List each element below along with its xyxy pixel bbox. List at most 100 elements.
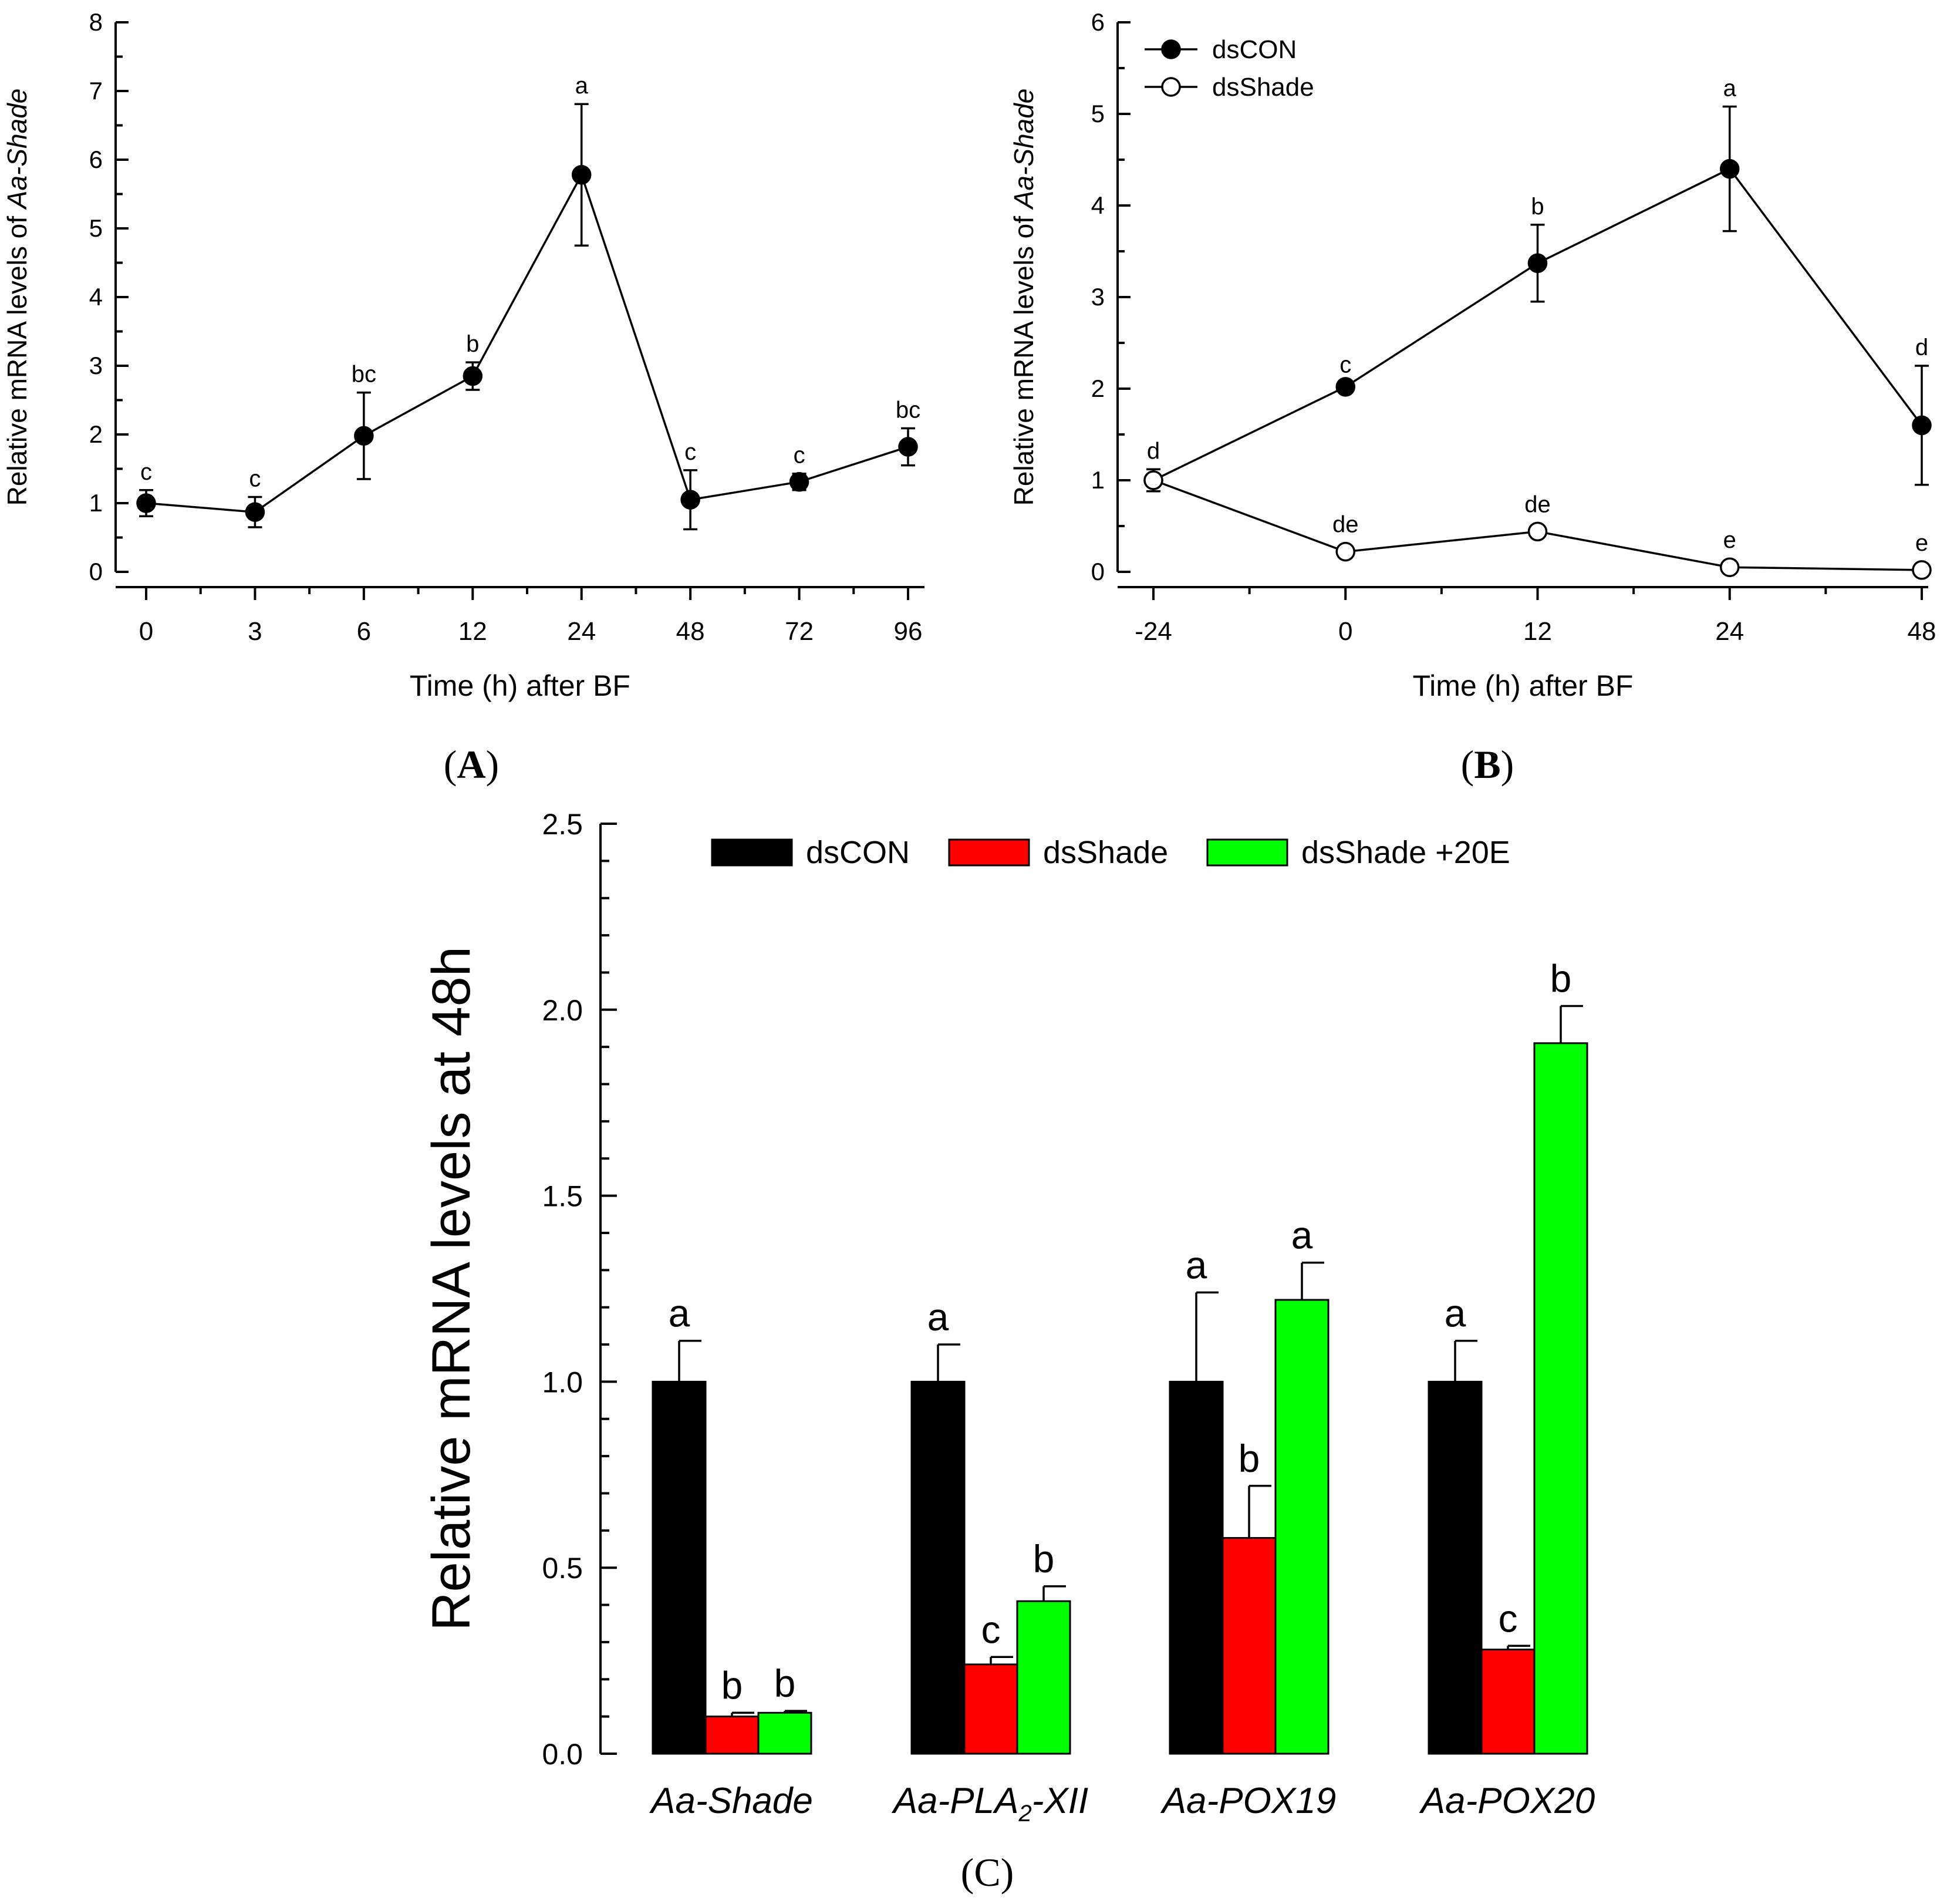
legend-marker bbox=[1161, 77, 1181, 97]
y-axis-title-prefix: Relative mRNA levels of bbox=[2, 208, 32, 506]
bar-dsshade-20e bbox=[1016, 1600, 1071, 1755]
y-axis-title-gene: Aa-Shade bbox=[1008, 89, 1039, 211]
panel-label-letter: C bbox=[974, 1850, 1000, 1895]
significance-letter: b bbox=[1033, 1537, 1055, 1581]
legend-swatch bbox=[1206, 838, 1288, 867]
y-tick-label: 0.5 bbox=[542, 1552, 583, 1585]
significance-letter: a bbox=[1186, 1243, 1207, 1286]
y-tick-label: 2.0 bbox=[542, 994, 583, 1027]
x-tick-label: 0 bbox=[1338, 617, 1352, 646]
y-tick-label: 3 bbox=[1091, 283, 1105, 311]
data-point bbox=[1527, 253, 1548, 274]
category-label-tail: -XII bbox=[1032, 1781, 1088, 1821]
x-tick-label: 24 bbox=[567, 617, 596, 646]
legend-marker bbox=[1161, 39, 1181, 59]
y-tick-label: 0 bbox=[89, 558, 103, 585]
y-tick-label: 6 bbox=[1091, 8, 1105, 36]
legend-label: dsCON bbox=[1212, 35, 1297, 64]
data-point bbox=[571, 164, 592, 185]
data-point bbox=[1720, 557, 1740, 577]
x-tick-label: 6 bbox=[357, 617, 371, 646]
y-tick-label: 2.5 bbox=[542, 808, 583, 841]
category-label: Aa-POX20 bbox=[1419, 1781, 1595, 1821]
significance-letter: c bbox=[140, 459, 152, 485]
panel-label-letter: A bbox=[457, 742, 485, 787]
x-tick-label: 48 bbox=[1908, 617, 1936, 646]
category-label-text: Aa-POX20 bbox=[1419, 1781, 1595, 1821]
y-tick-label: 2 bbox=[89, 420, 103, 448]
data-point bbox=[1720, 159, 1740, 179]
y-tick-label: 5 bbox=[1091, 100, 1105, 127]
significance-letter: a bbox=[669, 1292, 690, 1335]
significance-letter: c bbox=[684, 439, 696, 465]
significance-letter: c bbox=[794, 443, 805, 469]
x-tick-label: 0 bbox=[139, 617, 153, 646]
panel-label-paren-open: ( bbox=[444, 742, 457, 787]
bar-dsshade bbox=[1480, 1649, 1536, 1755]
legend-label: dsShade bbox=[1043, 835, 1168, 870]
legend-label: dsCON bbox=[806, 835, 910, 870]
significance-letter: c bbox=[981, 1608, 1001, 1651]
significance-letter: a bbox=[1291, 1214, 1313, 1257]
significance-letter: c bbox=[249, 466, 261, 491]
significance-letter: b bbox=[1550, 956, 1572, 1000]
category-label-text: Aa-Shade bbox=[649, 1781, 813, 1821]
x-tick-label: 48 bbox=[676, 617, 705, 646]
legend-label: dsShade +20E bbox=[1301, 835, 1510, 870]
data-point bbox=[1335, 377, 1355, 397]
x-tick-label: 12 bbox=[1523, 617, 1552, 646]
category-label-text: Aa-POX19 bbox=[1160, 1781, 1336, 1821]
legend-swatch bbox=[948, 838, 1030, 867]
data-point bbox=[1912, 560, 1932, 580]
y-axis-title-prefix: Relative mRNA levels of bbox=[1008, 208, 1039, 506]
y-tick-label: 4 bbox=[89, 283, 103, 311]
significance-letter: d bbox=[1147, 438, 1160, 464]
significance-letter: a bbox=[1445, 1292, 1466, 1335]
panel-label: (B) bbox=[1461, 742, 1514, 787]
significance-letter: b bbox=[774, 1662, 796, 1705]
category-label-main: Aa-PLA bbox=[891, 1781, 1019, 1821]
panel-label: (C) bbox=[961, 1850, 1014, 1895]
panel-label-paren-close: ) bbox=[1501, 742, 1514, 787]
panel-label-paren-open: ( bbox=[961, 1850, 974, 1895]
bar-dscon bbox=[1169, 1380, 1224, 1755]
panel-c-bar-chart: 0.0 0.5 1.0 1.5 2.0 2.5 Relative mRNA levels a… bbox=[421, 808, 1595, 1895]
significance-letter: b bbox=[1531, 194, 1544, 220]
data-point bbox=[1335, 541, 1355, 562]
legend-swatch bbox=[711, 838, 793, 867]
significance-letter: de bbox=[1524, 491, 1551, 517]
data-point bbox=[463, 366, 483, 386]
x-tick-label: 96 bbox=[894, 617, 923, 646]
bar-dsshade bbox=[963, 1663, 1018, 1755]
significance-letter: c bbox=[1339, 352, 1351, 378]
category-label-subscript: 2 bbox=[1018, 1801, 1031, 1827]
data-point bbox=[1527, 521, 1548, 542]
y-tick-label: 1 bbox=[89, 489, 103, 517]
panel-label-paren-close: ) bbox=[486, 742, 500, 787]
significance-letter: bc bbox=[352, 362, 376, 387]
y-tick-label: 6 bbox=[89, 146, 103, 173]
y-axis-title: Relative mRNA levels of Aa-Shade bbox=[1008, 89, 1039, 506]
bar-dsshade-20e bbox=[1533, 1042, 1588, 1755]
y-axis-title: Relative mRNA levels of Aa-Shade bbox=[2, 89, 32, 506]
bar-dsshade-20e bbox=[1274, 1299, 1330, 1755]
y-tick-label: 1.5 bbox=[542, 1180, 583, 1213]
x-tick-label: 24 bbox=[1715, 617, 1744, 646]
y-tick-label: 2 bbox=[1091, 375, 1105, 402]
y-axis-title-gene: Aa-Shade bbox=[2, 89, 32, 211]
x-tick-label: 72 bbox=[785, 617, 814, 646]
data-point bbox=[354, 426, 374, 446]
series-line-aa-shade bbox=[146, 172, 909, 514]
y-axis-title: Relative mRNA levels at 48h bbox=[421, 946, 481, 1631]
data-point bbox=[789, 471, 809, 492]
data-point bbox=[136, 493, 156, 513]
x-axis-title: Time (h) after BF bbox=[410, 669, 630, 702]
significance-letter: c bbox=[1499, 1596, 1518, 1640]
category-label: Aa-PLA2-XII bbox=[891, 1781, 1088, 1827]
significance-letter: de bbox=[1332, 512, 1359, 538]
x-tick-label: 3 bbox=[248, 617, 262, 646]
significance-letter: e bbox=[1915, 530, 1928, 556]
y-tick-label: 1 bbox=[1091, 466, 1105, 494]
